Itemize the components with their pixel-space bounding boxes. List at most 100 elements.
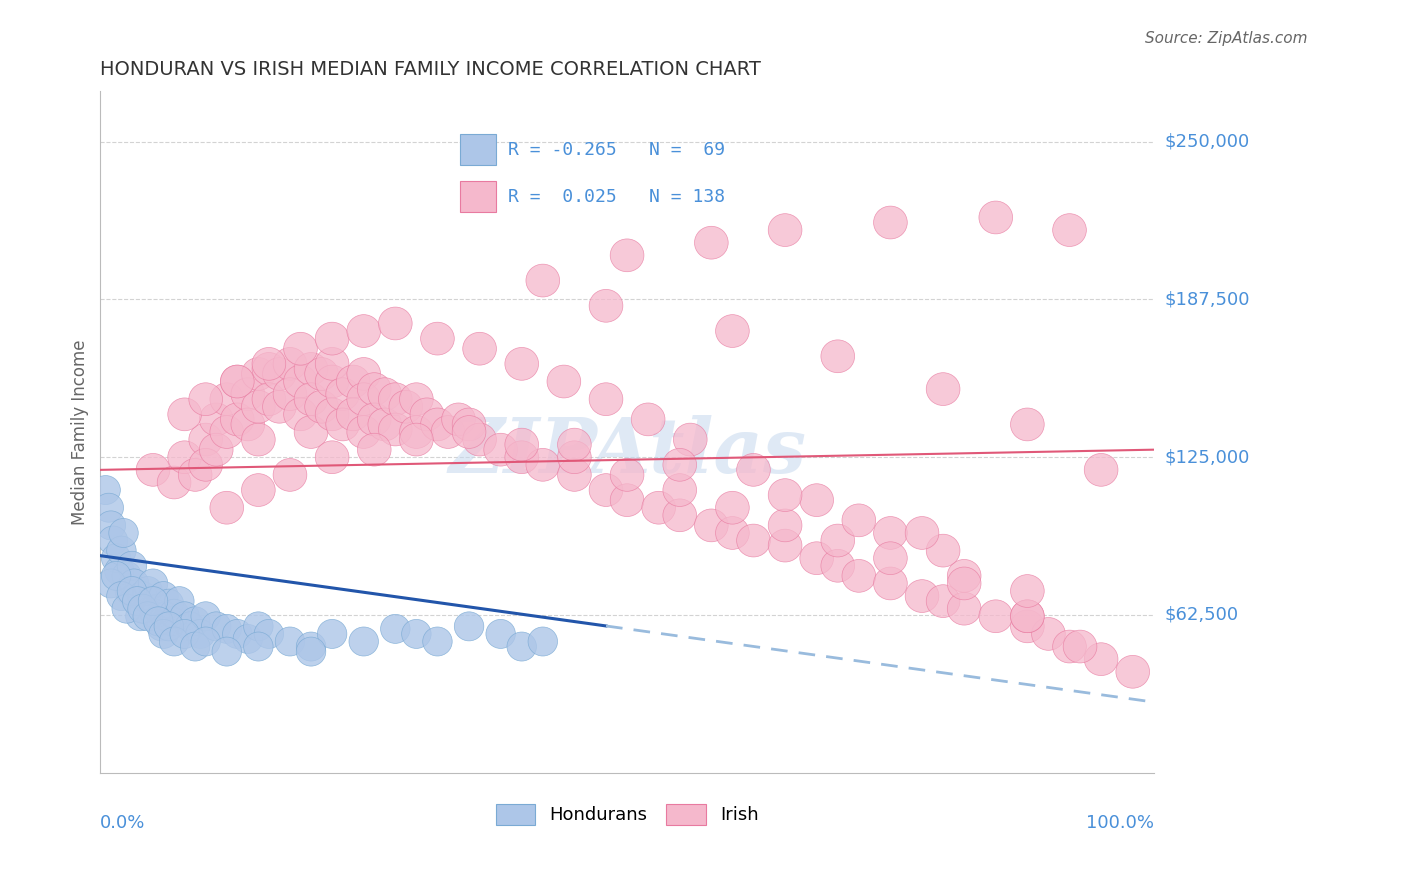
- Ellipse shape: [454, 612, 484, 640]
- Ellipse shape: [252, 352, 285, 385]
- Ellipse shape: [486, 619, 516, 648]
- Ellipse shape: [315, 398, 349, 431]
- Ellipse shape: [347, 383, 381, 416]
- Ellipse shape: [209, 383, 243, 416]
- Ellipse shape: [315, 441, 349, 474]
- Ellipse shape: [209, 491, 243, 524]
- Ellipse shape: [104, 557, 134, 585]
- Ellipse shape: [505, 428, 538, 461]
- Ellipse shape: [167, 441, 201, 474]
- Ellipse shape: [399, 423, 433, 456]
- Ellipse shape: [180, 632, 209, 661]
- Ellipse shape: [641, 491, 675, 524]
- Ellipse shape: [221, 365, 254, 398]
- Ellipse shape: [209, 416, 243, 449]
- Ellipse shape: [716, 491, 749, 524]
- Ellipse shape: [276, 627, 305, 656]
- Ellipse shape: [101, 561, 131, 591]
- Ellipse shape: [673, 423, 707, 456]
- Ellipse shape: [263, 391, 297, 423]
- Ellipse shape: [378, 307, 412, 340]
- Ellipse shape: [873, 567, 907, 599]
- Ellipse shape: [505, 441, 538, 474]
- Y-axis label: Median Family Income: Median Family Income: [72, 339, 89, 524]
- Ellipse shape: [842, 559, 876, 592]
- Ellipse shape: [927, 373, 960, 406]
- Text: $187,500: $187,500: [1166, 291, 1250, 309]
- Ellipse shape: [505, 348, 538, 380]
- Ellipse shape: [188, 449, 222, 481]
- Ellipse shape: [146, 612, 176, 640]
- Ellipse shape: [222, 619, 252, 648]
- Ellipse shape: [821, 549, 855, 582]
- Ellipse shape: [134, 602, 163, 631]
- Text: Source: ZipAtlas.com: Source: ZipAtlas.com: [1144, 31, 1308, 46]
- Ellipse shape: [186, 619, 215, 648]
- Ellipse shape: [1053, 214, 1087, 246]
- Ellipse shape: [91, 475, 121, 505]
- Ellipse shape: [368, 408, 402, 441]
- Ellipse shape: [432, 416, 465, 449]
- Ellipse shape: [284, 365, 318, 398]
- Ellipse shape: [188, 423, 222, 456]
- Ellipse shape: [242, 391, 276, 423]
- Ellipse shape: [243, 632, 273, 661]
- Text: 100.0%: 100.0%: [1085, 814, 1154, 831]
- Ellipse shape: [94, 493, 124, 522]
- Ellipse shape: [558, 458, 592, 491]
- Ellipse shape: [138, 569, 167, 598]
- Ellipse shape: [221, 403, 254, 436]
- Ellipse shape: [96, 511, 125, 540]
- Ellipse shape: [399, 416, 433, 449]
- Ellipse shape: [273, 348, 307, 380]
- Ellipse shape: [263, 358, 297, 391]
- Ellipse shape: [873, 516, 907, 549]
- Ellipse shape: [927, 534, 960, 567]
- Ellipse shape: [252, 383, 285, 416]
- Ellipse shape: [149, 619, 179, 648]
- Ellipse shape: [558, 428, 592, 461]
- Ellipse shape: [662, 499, 696, 532]
- Ellipse shape: [463, 423, 496, 456]
- Ellipse shape: [231, 377, 264, 410]
- Ellipse shape: [1011, 408, 1045, 441]
- Ellipse shape: [610, 483, 644, 516]
- Text: HONDURAN VS IRISH MEDIAN FAMILY INCOME CORRELATION CHART: HONDURAN VS IRISH MEDIAN FAMILY INCOME C…: [100, 60, 761, 78]
- Ellipse shape: [695, 227, 728, 259]
- Ellipse shape: [297, 632, 326, 661]
- Ellipse shape: [1011, 599, 1045, 632]
- Ellipse shape: [402, 619, 432, 648]
- Ellipse shape: [1116, 656, 1150, 689]
- Ellipse shape: [294, 383, 328, 416]
- Ellipse shape: [125, 602, 155, 631]
- Ellipse shape: [188, 383, 222, 416]
- Ellipse shape: [134, 576, 163, 606]
- Ellipse shape: [149, 582, 179, 611]
- Ellipse shape: [589, 383, 623, 416]
- Ellipse shape: [305, 358, 339, 391]
- Ellipse shape: [716, 315, 749, 348]
- Ellipse shape: [167, 398, 201, 431]
- Ellipse shape: [326, 408, 360, 441]
- Ellipse shape: [662, 449, 696, 481]
- Ellipse shape: [284, 398, 318, 431]
- Ellipse shape: [112, 561, 142, 591]
- Ellipse shape: [905, 516, 939, 549]
- Ellipse shape: [349, 627, 378, 656]
- Ellipse shape: [768, 214, 801, 246]
- Ellipse shape: [347, 416, 381, 449]
- Ellipse shape: [294, 416, 328, 449]
- Ellipse shape: [631, 403, 665, 436]
- Ellipse shape: [326, 377, 360, 410]
- Text: $125,000: $125,000: [1166, 449, 1250, 467]
- Ellipse shape: [558, 441, 592, 474]
- Ellipse shape: [716, 516, 749, 549]
- Ellipse shape: [927, 585, 960, 617]
- Ellipse shape: [143, 594, 173, 624]
- Ellipse shape: [336, 398, 370, 431]
- Ellipse shape: [136, 587, 166, 615]
- Ellipse shape: [948, 567, 981, 599]
- Ellipse shape: [484, 434, 517, 467]
- Ellipse shape: [1084, 643, 1118, 675]
- Ellipse shape: [128, 582, 157, 611]
